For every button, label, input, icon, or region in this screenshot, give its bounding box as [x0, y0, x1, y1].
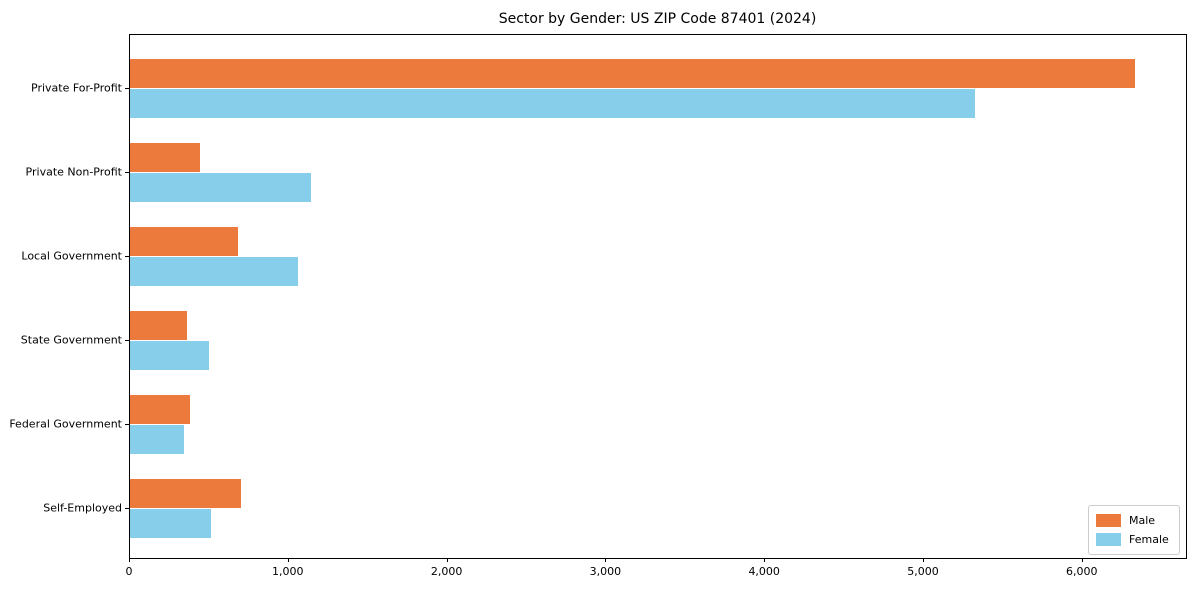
x-tick-label-5000: 5,000	[907, 565, 939, 578]
x-tick-label-0: 0	[125, 565, 133, 578]
legend-swatch-male	[1096, 514, 1121, 527]
y-tick-label-private-non-profit: Private Non-Profit	[25, 165, 122, 178]
legend-label-male: Male	[1129, 514, 1156, 527]
legend-swatch-female	[1096, 533, 1121, 546]
x-tick-mark	[1081, 558, 1083, 562]
x-tick-mark	[287, 558, 289, 562]
bar-male-local-government	[130, 227, 238, 257]
y-tick-label-federal-government: Federal Government	[9, 417, 122, 430]
bar-female-private-non-profit	[130, 172, 311, 202]
bar-female-private-for-profit	[130, 88, 975, 118]
x-tick-mark	[446, 558, 448, 562]
chart-title: Sector by Gender: US ZIP Code 87401 (202…	[498, 11, 817, 27]
bar-male-private-non-profit	[130, 143, 200, 173]
legend: Male Female	[1088, 505, 1180, 555]
legend-entry-female: Female	[1096, 530, 1171, 549]
bar-female-federal-government	[130, 424, 184, 454]
y-tick-mark	[125, 339, 129, 341]
y-tick-label-self-employed: Self-Employed	[43, 501, 122, 514]
y-tick-mark	[125, 423, 129, 425]
legend-entry-male: Male	[1096, 511, 1171, 530]
y-tick-mark	[125, 87, 129, 89]
bar-male-private-for-profit	[130, 59, 1136, 89]
x-tick-label-3000: 3,000	[589, 565, 622, 578]
y-tick-mark	[125, 507, 129, 509]
x-tick-label-1000: 1,000	[272, 565, 304, 578]
bar-female-local-government	[130, 256, 299, 286]
y-tick-mark	[125, 255, 129, 257]
y-tick-label-local-government: Local Government	[21, 249, 122, 262]
y-tick-label-private-for-profit: Private For-Profit	[31, 81, 122, 94]
bar-female-self-employed	[130, 508, 211, 538]
y-tick-label-state-government: State Government	[20, 333, 122, 346]
x-tick-mark	[605, 558, 607, 562]
bar-male-federal-government	[130, 395, 191, 425]
bar-male-self-employed	[130, 479, 242, 509]
x-tick-mark	[129, 558, 130, 562]
bar-female-state-government	[130, 340, 210, 370]
x-tick-label-4000: 4,000	[748, 565, 780, 578]
x-tick-mark	[764, 558, 766, 562]
legend-label-female: Female	[1129, 533, 1169, 546]
x-tick-mark	[923, 558, 924, 562]
y-tick-mark	[125, 171, 129, 173]
x-tick-label-2000: 2,000	[430, 565, 463, 578]
bar-male-state-government	[130, 311, 188, 341]
plot-area	[129, 34, 1187, 559]
x-tick-label-6000: 6,000	[1066, 565, 1098, 578]
